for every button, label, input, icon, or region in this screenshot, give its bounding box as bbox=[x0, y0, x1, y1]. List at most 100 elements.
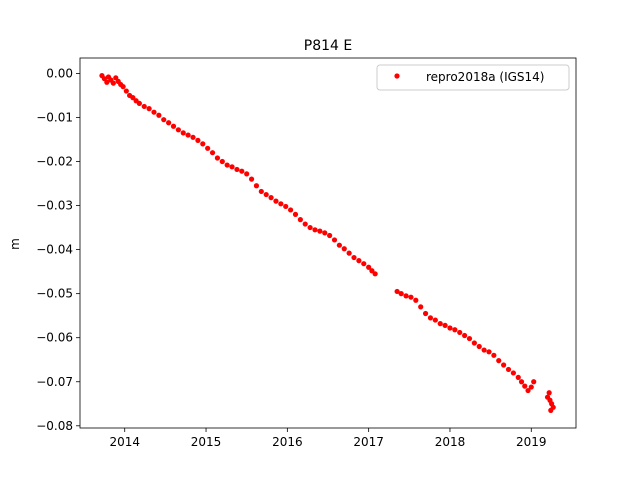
data-point bbox=[462, 332, 468, 339]
data-point bbox=[408, 294, 414, 300]
x-tick-label: 2017 bbox=[353, 435, 384, 449]
data-point bbox=[180, 130, 186, 136]
data-point bbox=[190, 134, 196, 140]
data-point bbox=[501, 362, 507, 368]
data-point bbox=[123, 88, 129, 94]
data-point bbox=[372, 271, 378, 277]
data-point bbox=[336, 242, 342, 248]
data-point bbox=[322, 230, 328, 236]
data-point bbox=[307, 224, 313, 231]
data-point bbox=[146, 106, 152, 112]
data-point bbox=[518, 379, 525, 385]
data-point bbox=[369, 268, 375, 274]
data-point bbox=[366, 264, 372, 270]
data-point bbox=[351, 254, 357, 261]
data-point bbox=[136, 100, 142, 106]
x-tick-label: 2014 bbox=[109, 435, 140, 449]
data-point bbox=[548, 407, 554, 413]
data-point bbox=[185, 132, 191, 138]
data-point bbox=[195, 137, 201, 143]
data-point bbox=[413, 297, 419, 303]
x-tick-label: 2016 bbox=[272, 435, 303, 449]
points-layer bbox=[99, 73, 556, 413]
data-point bbox=[471, 340, 477, 346]
data-point bbox=[130, 95, 136, 101]
data-point bbox=[346, 250, 352, 256]
data-point bbox=[476, 343, 482, 350]
data-point bbox=[546, 390, 552, 396]
data-point bbox=[253, 183, 260, 189]
data-point bbox=[200, 141, 206, 147]
data-point bbox=[268, 195, 274, 201]
data-point bbox=[525, 387, 531, 394]
data-point bbox=[248, 176, 255, 182]
data-point bbox=[278, 201, 284, 207]
data-point bbox=[317, 228, 323, 234]
y-tick-label: 0.00 bbox=[46, 66, 73, 80]
data-point bbox=[312, 227, 318, 233]
x-axis: 2014 2015 2016 2017 2018 2019 bbox=[109, 428, 547, 449]
data-point bbox=[486, 349, 492, 355]
data-point bbox=[496, 358, 502, 364]
data-point bbox=[422, 310, 429, 317]
data-point bbox=[156, 112, 162, 118]
data-point bbox=[302, 221, 308, 227]
legend-box bbox=[376, 64, 570, 91]
data-point bbox=[418, 304, 424, 310]
data-point bbox=[292, 211, 299, 217]
data-point bbox=[229, 164, 235, 170]
y-tick-label: −0.02 bbox=[36, 155, 73, 169]
data-point bbox=[331, 237, 338, 243]
data-point bbox=[457, 329, 463, 336]
data-point bbox=[522, 383, 528, 389]
y-tick-label: −0.06 bbox=[36, 331, 73, 345]
y-axis-label: m bbox=[8, 238, 22, 250]
plot-frame bbox=[79, 57, 577, 429]
data-point bbox=[166, 120, 172, 126]
data-point bbox=[442, 322, 448, 328]
data-point bbox=[263, 191, 269, 198]
data-point bbox=[141, 103, 147, 110]
data-point bbox=[505, 366, 512, 373]
y-tick-label: −0.08 bbox=[36, 419, 73, 433]
data-point bbox=[466, 335, 473, 342]
data-point bbox=[528, 384, 534, 390]
data-point bbox=[283, 203, 289, 210]
y-tick-label: −0.05 bbox=[36, 287, 73, 301]
data-point bbox=[297, 217, 303, 223]
data-point bbox=[104, 79, 110, 85]
data-point bbox=[219, 158, 225, 165]
data-point bbox=[437, 321, 443, 327]
data-point bbox=[452, 327, 458, 333]
data-point bbox=[170, 123, 177, 129]
data-point bbox=[151, 109, 157, 115]
data-point bbox=[481, 347, 487, 353]
data-point bbox=[427, 315, 434, 321]
data-point bbox=[510, 370, 516, 376]
legend-marker bbox=[394, 73, 400, 79]
data-point bbox=[224, 162, 230, 168]
data-point bbox=[110, 80, 116, 86]
data-point bbox=[288, 207, 294, 213]
legend-label: repro2018a (IGS14) bbox=[426, 70, 544, 84]
data-point bbox=[447, 325, 453, 331]
legend: repro2018a (IGS14) bbox=[376, 64, 570, 91]
data-point bbox=[403, 293, 409, 299]
y-axis: 0.00 −0.01 −0.02 −0.03 −0.04 −0.05 −0.06 −0.07 −… bbox=[36, 66, 80, 433]
data-point bbox=[214, 155, 221, 161]
data-point bbox=[205, 145, 211, 151]
x-tick-label: 2019 bbox=[516, 435, 547, 449]
data-point bbox=[491, 352, 497, 358]
data-point bbox=[120, 84, 126, 90]
data-point bbox=[258, 188, 264, 195]
data-point bbox=[161, 117, 167, 123]
data-point bbox=[361, 261, 367, 267]
data-point bbox=[244, 171, 250, 177]
data-point bbox=[234, 166, 240, 173]
y-tick-label: −0.03 bbox=[36, 199, 73, 213]
data-point bbox=[327, 232, 333, 239]
data-point bbox=[394, 288, 400, 295]
data-point bbox=[341, 246, 347, 252]
data-point bbox=[209, 150, 216, 156]
data-point bbox=[356, 258, 362, 264]
